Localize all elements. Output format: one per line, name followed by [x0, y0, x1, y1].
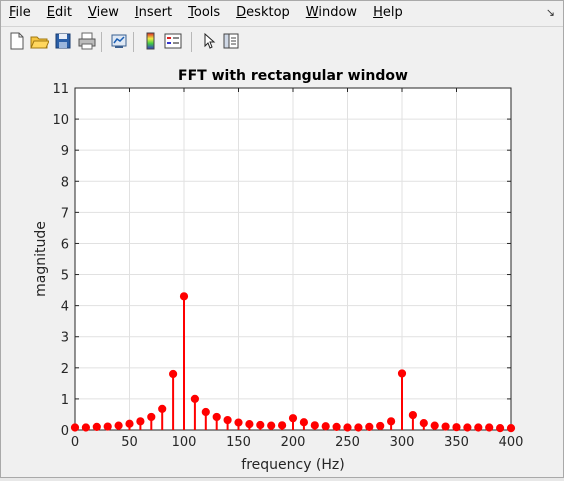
stem-marker: [136, 417, 145, 426]
y-tick-label: 7: [61, 206, 69, 221]
save-icon[interactable]: [53, 31, 73, 51]
stem-marker: [190, 394, 199, 404]
stem-marker: [365, 422, 374, 431]
y-tick-label: 4: [61, 300, 69, 315]
stem-marker: [485, 423, 494, 432]
x-axis-label: frequency (Hz): [241, 457, 344, 473]
menu-insert[interactable]: Insert: [134, 5, 173, 20]
figure-area: 0 50 100 150 200 250 300 350 400 0 1 2 3 4 5 6 7 8 9 10 11 FF…: [1, 57, 563, 477]
y-tick-label: 10: [52, 113, 69, 128]
stem-marker: [419, 419, 428, 428]
stem-marker: [234, 418, 243, 427]
stem-marker: [201, 407, 210, 417]
y-axis-label: magnitude: [33, 221, 49, 297]
stem-marker: [267, 421, 276, 430]
y-tick-label: 11: [52, 82, 69, 97]
stem-marker: [387, 417, 396, 426]
stem-marker: [158, 404, 167, 413]
stem-marker: [474, 423, 483, 432]
stem-marker: [103, 422, 112, 431]
stem-marker: [430, 421, 439, 430]
stem-marker: [223, 415, 232, 425]
y-tick-label: 8: [61, 175, 69, 190]
stem-marker: [256, 420, 265, 430]
stem-marker: [288, 414, 298, 423]
stem-marker: [169, 369, 178, 379]
stem-marker: [321, 422, 330, 431]
stem-marker: [179, 292, 189, 301]
x-tick-label: 400: [499, 435, 524, 450]
stem-marker: [452, 423, 461, 432]
x-tick-label: 200: [281, 435, 306, 450]
stem-marker: [125, 419, 134, 428]
stem-marker: [299, 418, 308, 427]
link-plot-icon[interactable]: [109, 31, 129, 51]
new-figure-icon[interactable]: [7, 31, 27, 51]
x-tick-label: 150: [226, 435, 251, 450]
x-tick-label: 100: [172, 435, 197, 450]
dock-arrow-icon[interactable]: ↘: [545, 6, 555, 19]
y-tick-label: 9: [61, 144, 69, 159]
menu-window[interactable]: Window: [305, 5, 358, 20]
stem-marker: [114, 421, 123, 430]
stem-marker: [310, 421, 319, 430]
stem-marker: [343, 423, 352, 432]
stem-plot[interactable]: 0 50 100 150 200 250 300 350 400 0 1 2 3 4 5 6 7 8 9 10 11 FF…: [1, 57, 563, 477]
x-tick-label: 250: [335, 435, 360, 450]
stem-marker: [332, 422, 341, 431]
print-icon[interactable]: [77, 31, 97, 51]
toolbar: [1, 26, 563, 58]
stem-marker: [354, 423, 363, 432]
y-tick-label: 0: [61, 424, 69, 439]
y-tick-label: 6: [61, 237, 69, 252]
x-tick-label: 350: [444, 435, 469, 450]
stem-marker: [376, 421, 385, 431]
stem-marker: [496, 424, 505, 433]
menu-tools[interactable]: Tools: [188, 5, 221, 20]
y-tick-label: 5: [61, 269, 69, 284]
y-tick-label: 2: [61, 362, 69, 377]
stem-marker: [212, 412, 221, 422]
toolbar-separator: [101, 32, 102, 52]
stem-marker: [397, 369, 407, 378]
y-tick-label: 1: [61, 393, 69, 408]
insert-legend-icon[interactable]: [163, 31, 183, 51]
stem-marker: [81, 423, 91, 432]
toolbar-separator: [191, 32, 192, 52]
stem-marker: [245, 419, 254, 429]
x-tick-label: 50: [121, 435, 138, 450]
stem-marker: [278, 421, 287, 430]
insert-colorbar-icon[interactable]: [141, 31, 161, 51]
menu-edit[interactable]: Edit: [46, 5, 72, 20]
stem-marker: [463, 423, 472, 432]
menu-file[interactable]: File: [9, 5, 31, 20]
menu-desktop[interactable]: Desktop: [236, 5, 290, 20]
menu-bar: File Edit View Insert Tools Desktop Window Help: [1, 1, 563, 25]
menu-help[interactable]: Help: [373, 5, 403, 20]
x-tick-label: 300: [390, 435, 415, 450]
property-inspector-icon[interactable]: [221, 31, 241, 51]
edit-plot-arrow-icon[interactable]: [199, 31, 219, 51]
stem-marker: [441, 422, 450, 431]
menu-view[interactable]: View: [87, 5, 119, 20]
stem-marker: [70, 423, 80, 432]
toolbar-separator: [133, 32, 134, 52]
y-tick-label: 3: [61, 331, 69, 346]
stem-marker: [92, 422, 101, 431]
stem-marker: [408, 410, 417, 420]
x-tick-label: 0: [71, 435, 79, 450]
stem-marker: [147, 412, 156, 422]
stem-marker: [506, 424, 516, 433]
chart-title: FFT with rectangular window: [178, 68, 408, 84]
open-file-icon[interactable]: [29, 31, 49, 51]
